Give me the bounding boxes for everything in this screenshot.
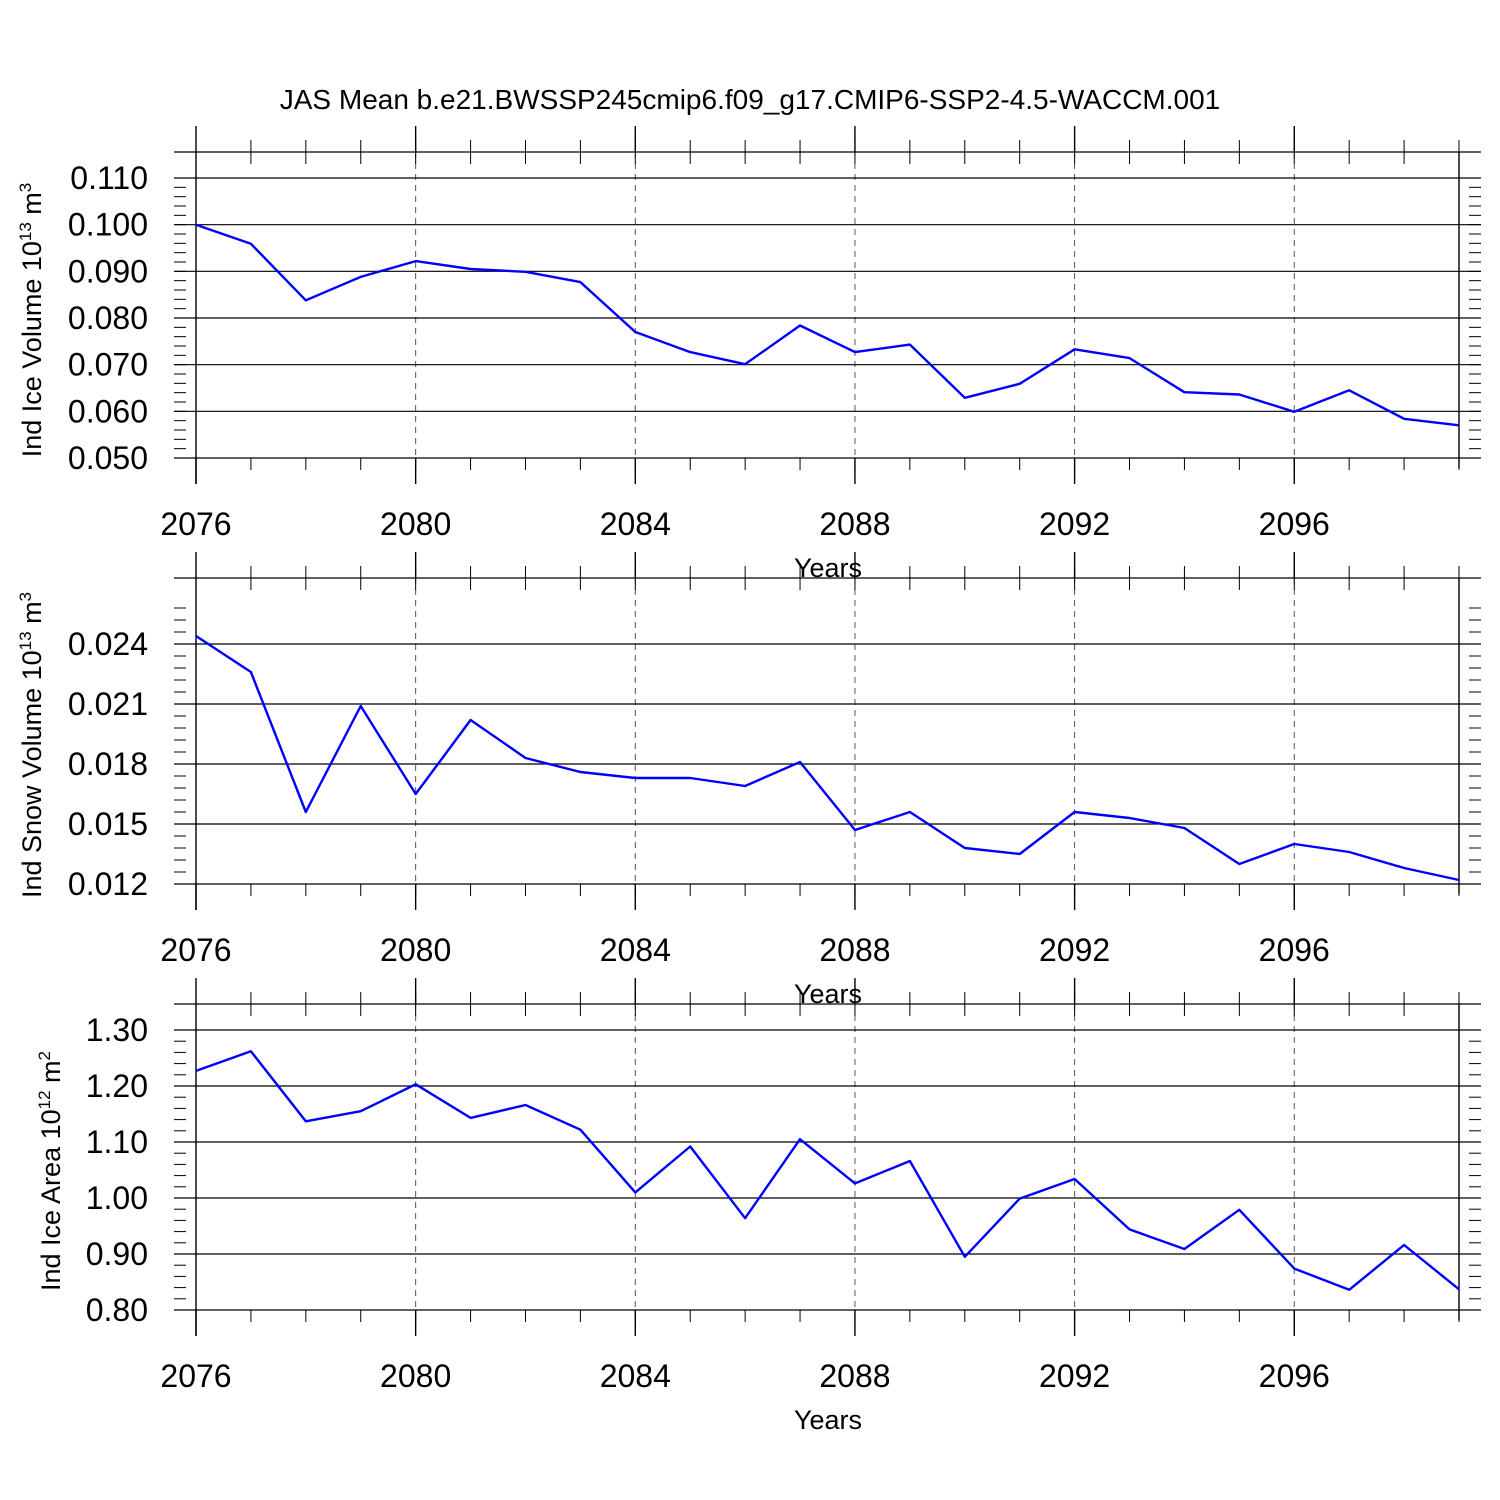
series-line [195, 1050, 1460, 1292]
x-tick-label: 2092 [1039, 1358, 1110, 1394]
chart-panel-1: 0.050 0.060 0.070 0.080 0.090 0.100 0.110 2076 2… [16, 126, 1481, 583]
y-tick-label: 0.090 [68, 253, 148, 289]
y-tick-label: 0.080 [68, 300, 148, 336]
x-tick-label: 2096 [1259, 506, 1330, 542]
y-tick-label: 0.018 [68, 746, 148, 782]
x-axis-label: Years [794, 1405, 862, 1435]
x-tick-label: 2084 [600, 932, 671, 968]
y-tick-label: 0.021 [68, 686, 148, 722]
y-tick-label: 0.012 [68, 866, 148, 902]
x-tick-label: 2076 [160, 932, 231, 968]
y-tick-label: 0.070 [68, 347, 148, 383]
y-tick-label: 1.10 [86, 1124, 148, 1160]
x-tick-label: 2080 [380, 1358, 451, 1394]
x-tick-label: 2096 [1259, 932, 1330, 968]
chart-panel-3: 0.80 0.90 1.00 1.10 1.20 1.30 2076 2080 2084 2088… [35, 978, 1481, 1435]
x-tick-label: 2080 [380, 506, 451, 542]
x-tick-label: 2088 [819, 1358, 890, 1394]
y-axis-label: Ind Snow Volume 1013 m3 [16, 592, 47, 898]
x-tick-label: 2080 [380, 932, 451, 968]
x-tick-label: 2084 [600, 1358, 671, 1394]
y-tick-label: 1.30 [86, 1012, 148, 1048]
series-line [195, 223, 1460, 427]
chart-panel-2: 0.012 0.015 0.018 0.021 0.024 2076 2080 2084 208… [16, 552, 1481, 1009]
x-tick-label: 2084 [600, 506, 671, 542]
y-tick-label: 0.060 [68, 393, 148, 429]
figure-title: JAS Mean b.e21.BWSSP245cmip6.f09_g17.CMI… [279, 84, 1221, 115]
x-tick-label: 2088 [819, 506, 890, 542]
x-tick-label: 2096 [1259, 1358, 1330, 1394]
x-tick-label: 2076 [160, 506, 231, 542]
y-tick-label: 0.80 [86, 1292, 148, 1328]
y-axis-label: Ind Ice Area 1012 m2 [35, 1051, 66, 1291]
y-tick-label: 0.050 [68, 440, 148, 476]
x-tick-label: 2076 [160, 1358, 231, 1394]
y-axis-label: Ind Ice Volume 1013 m3 [16, 183, 47, 458]
series-line [195, 634, 1460, 882]
y-tick-label: 1.00 [86, 1180, 148, 1216]
y-tick-label: 0.90 [86, 1236, 148, 1272]
y-tick-label: 0.110 [70, 160, 148, 196]
y-tick-label: 0.100 [68, 207, 148, 243]
y-tick-label: 0.015 [68, 806, 148, 842]
x-tick-label: 2092 [1039, 506, 1110, 542]
x-tick-label: 2088 [819, 932, 890, 968]
y-tick-label: 1.20 [86, 1068, 148, 1104]
x-tick-label: 2092 [1039, 932, 1110, 968]
y-tick-label: 0.024 [68, 626, 148, 662]
